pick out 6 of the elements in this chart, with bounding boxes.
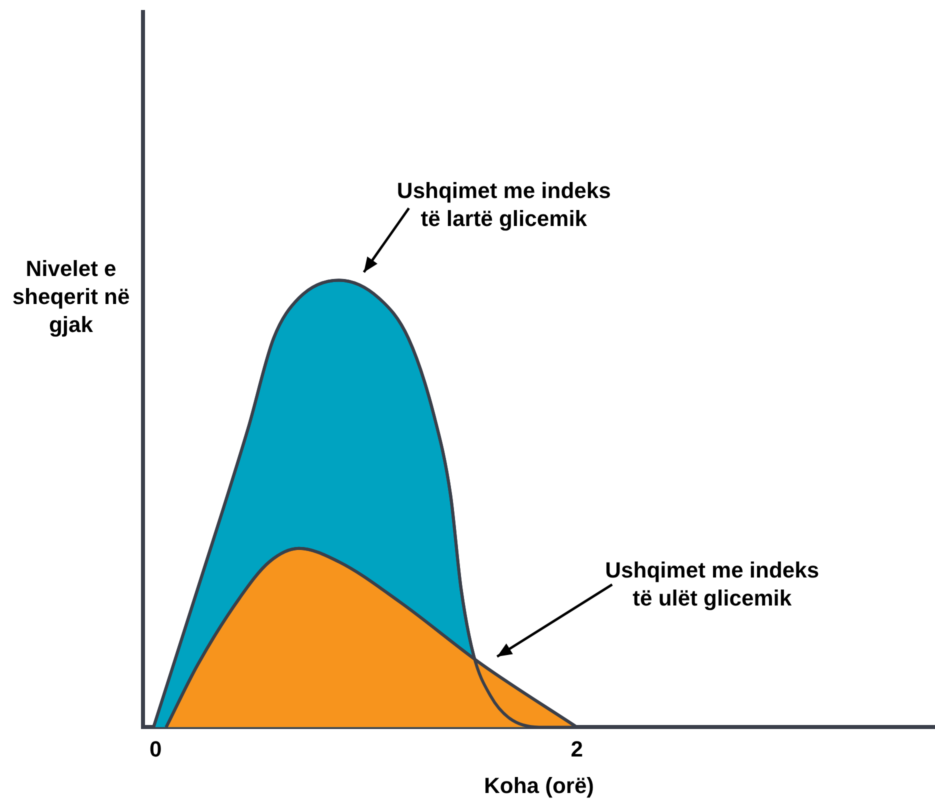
x-tick-label: 0 bbox=[150, 736, 162, 762]
x-tick-label: 2 bbox=[570, 736, 584, 762]
y-axis-title: Nivelet e sheqerit në gjak bbox=[12, 255, 130, 339]
x-axis-title: Koha (orë) bbox=[484, 772, 594, 798]
text: Ushqimet me indeks të ulët glicemik bbox=[605, 558, 820, 611]
text: Ushqimet me indeks të lartë glicemik bbox=[396, 178, 611, 232]
